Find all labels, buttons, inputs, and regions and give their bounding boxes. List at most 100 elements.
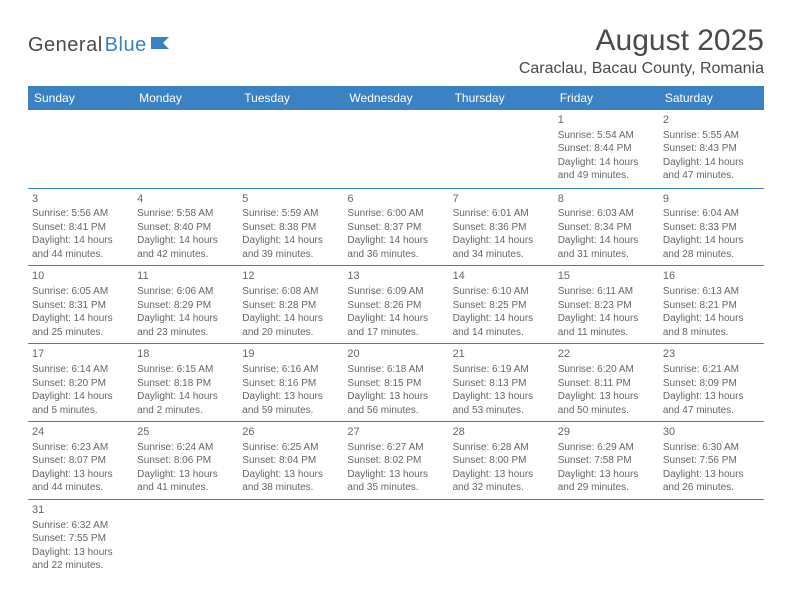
sunset-text: Sunset: 8:00 PM [453,454,550,468]
daylight-text: Daylight: 14 hours [347,234,444,248]
calendar-week: 24Sunrise: 6:23 AMSunset: 8:07 PMDayligh… [28,422,764,500]
day-header: Monday [133,86,238,110]
calendar-table: Sunday Monday Tuesday Wednesday Thursday… [28,86,764,577]
calendar-day: 19Sunrise: 6:16 AMSunset: 8:16 PMDayligh… [238,344,343,422]
sunset-text: Sunset: 8:23 PM [558,299,655,313]
calendar-day: 24Sunrise: 6:23 AMSunset: 8:07 PMDayligh… [28,422,133,500]
daylight-text: Daylight: 13 hours [347,390,444,404]
daylight-text: Daylight: 13 hours [663,468,760,482]
calendar-day: 3Sunrise: 5:56 AMSunset: 8:41 PMDaylight… [28,188,133,266]
calendar-day: 9Sunrise: 6:04 AMSunset: 8:33 PMDaylight… [659,188,764,266]
title-block: August 2025 Caraclau, Bacau County, Roma… [519,24,764,78]
daylight-text: and 11 minutes. [558,326,655,340]
sunrise-text: Sunrise: 6:08 AM [242,285,339,299]
daylight-text: and 29 minutes. [558,481,655,495]
sunrise-text: Sunrise: 6:14 AM [32,363,129,377]
day-number: 27 [347,425,444,440]
sunrise-text: Sunrise: 6:25 AM [242,441,339,455]
sunset-text: Sunset: 8:15 PM [347,377,444,391]
daylight-text: and 25 minutes. [32,326,129,340]
daylight-text: and 34 minutes. [453,248,550,262]
calendar-day: 16Sunrise: 6:13 AMSunset: 8:21 PMDayligh… [659,266,764,344]
sunset-text: Sunset: 8:13 PM [453,377,550,391]
calendar-day: 29Sunrise: 6:29 AMSunset: 7:58 PMDayligh… [554,422,659,500]
sunset-text: Sunset: 7:56 PM [663,454,760,468]
calendar-day: 15Sunrise: 6:11 AMSunset: 8:23 PMDayligh… [554,266,659,344]
day-number: 2 [663,113,760,128]
day-header: Thursday [449,86,554,110]
sunrise-text: Sunrise: 6:19 AM [453,363,550,377]
sunrise-text: Sunrise: 5:58 AM [137,207,234,221]
daylight-text: Daylight: 14 hours [663,156,760,170]
day-number: 10 [32,269,129,284]
daylight-text: and 28 minutes. [663,248,760,262]
daylight-text: Daylight: 14 hours [558,312,655,326]
sunrise-text: Sunrise: 6:15 AM [137,363,234,377]
daylight-text: and 23 minutes. [137,326,234,340]
calendar-empty [554,499,659,576]
daylight-text: Daylight: 14 hours [32,234,129,248]
daylight-text: Daylight: 14 hours [663,234,760,248]
sunset-text: Sunset: 8:33 PM [663,221,760,235]
sunrise-text: Sunrise: 6:11 AM [558,285,655,299]
day-number: 8 [558,192,655,207]
daylight-text: Daylight: 13 hours [347,468,444,482]
day-number: 26 [242,425,339,440]
daylight-text: Daylight: 13 hours [453,468,550,482]
logo-text-blue: Blue [105,34,147,57]
sunrise-text: Sunrise: 6:09 AM [347,285,444,299]
sunset-text: Sunset: 8:20 PM [32,377,129,391]
calendar-day: 13Sunrise: 6:09 AMSunset: 8:26 PMDayligh… [343,266,448,344]
calendar-day: 1Sunrise: 5:54 AMSunset: 8:44 PMDaylight… [554,110,659,188]
sunset-text: Sunset: 8:02 PM [347,454,444,468]
daylight-text: and 14 minutes. [453,326,550,340]
daylight-text: Daylight: 13 hours [453,390,550,404]
sunrise-text: Sunrise: 6:06 AM [137,285,234,299]
daylight-text: and 56 minutes. [347,404,444,418]
calendar-day: 14Sunrise: 6:10 AMSunset: 8:25 PMDayligh… [449,266,554,344]
calendar-day: 27Sunrise: 6:27 AMSunset: 8:02 PMDayligh… [343,422,448,500]
daylight-text: and 47 minutes. [663,404,760,418]
day-number: 19 [242,347,339,362]
daylight-text: Daylight: 14 hours [558,156,655,170]
calendar-day: 18Sunrise: 6:15 AMSunset: 8:18 PMDayligh… [133,344,238,422]
day-number: 15 [558,269,655,284]
day-number: 5 [242,192,339,207]
daylight-text: Daylight: 13 hours [663,390,760,404]
daylight-text: Daylight: 14 hours [137,390,234,404]
daylight-text: and 36 minutes. [347,248,444,262]
daylight-text: and 31 minutes. [558,248,655,262]
calendar-day: 8Sunrise: 6:03 AMSunset: 8:34 PMDaylight… [554,188,659,266]
calendar-day: 12Sunrise: 6:08 AMSunset: 8:28 PMDayligh… [238,266,343,344]
daylight-text: Daylight: 14 hours [242,234,339,248]
daylight-text: Daylight: 14 hours [32,390,129,404]
day-number: 3 [32,192,129,207]
day-number: 28 [453,425,550,440]
calendar-day: 28Sunrise: 6:28 AMSunset: 8:00 PMDayligh… [449,422,554,500]
day-number: 6 [347,192,444,207]
sunset-text: Sunset: 8:25 PM [453,299,550,313]
sunrise-text: Sunrise: 6:28 AM [453,441,550,455]
sunrise-text: Sunrise: 6:30 AM [663,441,760,455]
sunset-text: Sunset: 8:28 PM [242,299,339,313]
sunrise-text: Sunrise: 6:16 AM [242,363,339,377]
daylight-text: and 38 minutes. [242,481,339,495]
calendar-empty [449,110,554,188]
calendar-empty [238,499,343,576]
daylight-text: and 53 minutes. [453,404,550,418]
calendar-day: 20Sunrise: 6:18 AMSunset: 8:15 PMDayligh… [343,344,448,422]
daylight-text: Daylight: 13 hours [32,546,129,560]
daylight-text: and 50 minutes. [558,404,655,418]
sunset-text: Sunset: 8:07 PM [32,454,129,468]
calendar-week: 10Sunrise: 6:05 AMSunset: 8:31 PMDayligh… [28,266,764,344]
day-number: 1 [558,113,655,128]
sunset-text: Sunset: 7:55 PM [32,532,129,546]
sunrise-text: Sunrise: 6:00 AM [347,207,444,221]
calendar-body: 1Sunrise: 5:54 AMSunset: 8:44 PMDaylight… [28,110,764,577]
daylight-text: and 2 minutes. [137,404,234,418]
daylight-text: Daylight: 14 hours [242,312,339,326]
calendar-empty [659,499,764,576]
calendar-week: 3Sunrise: 5:56 AMSunset: 8:41 PMDaylight… [28,188,764,266]
sunrise-text: Sunrise: 6:04 AM [663,207,760,221]
daylight-text: Daylight: 14 hours [137,312,234,326]
